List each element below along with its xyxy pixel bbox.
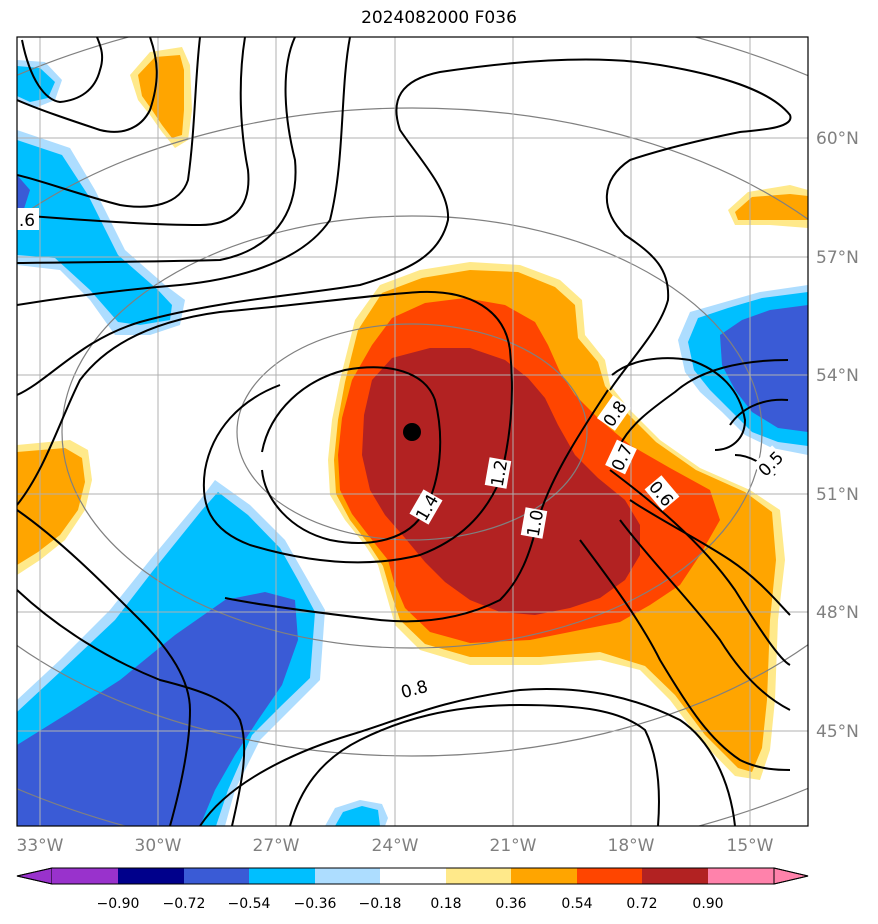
map-frame — [16, 36, 809, 827]
colorbar-swatch — [249, 868, 315, 884]
colorbar-swatch — [446, 868, 511, 884]
contour-label: .6 — [19, 211, 35, 231]
colorbar-tick: 0.36 — [495, 896, 526, 912]
colorbar-swatch — [577, 868, 642, 884]
contour-label: 1.2 — [488, 458, 512, 488]
lat-label: 45°N — [816, 722, 859, 742]
lon-label: 27°W — [253, 836, 300, 856]
colorbar-swatch — [642, 868, 708, 884]
colorbar-tick: −0.18 — [359, 896, 402, 912]
lon-label: 15°W — [727, 836, 774, 856]
lat-label: 48°N — [816, 603, 859, 623]
map-plot-area: 1.4 1.2 1.0 0.8 0.7 0.6 0.5 0.8 .6 — [17, 37, 808, 826]
colorbar-swatch — [184, 868, 249, 884]
colorbar-swatch — [315, 868, 380, 884]
lat-label: 60°N — [816, 129, 859, 149]
colorbar-tick: −0.36 — [294, 896, 337, 912]
colorbar-extend-low — [16, 867, 53, 885]
map-title: 2024082000 F036 — [361, 8, 517, 28]
colorbar-tick: 0.90 — [692, 896, 723, 912]
colorbar-tick: 0.72 — [626, 896, 657, 912]
lon-label: 33°W — [17, 836, 64, 856]
colorbar-swatch — [708, 868, 774, 884]
colorbar-swatch — [118, 868, 184, 884]
longitude-labels: 33°W 30°W 27°W 24°W 21°W 18°W 15°W — [17, 836, 774, 856]
contour-label: 1.0 — [524, 508, 548, 538]
lon-label: 24°W — [372, 836, 419, 856]
lon-label: 30°W — [135, 836, 182, 856]
lon-label: 18°W — [608, 836, 655, 856]
colorbar-extend-high — [773, 867, 809, 885]
lat-label: 54°N — [816, 366, 859, 386]
colorbar: −0.90 −0.72 −0.54 −0.36 −0.18 0.18 0.36 … — [16, 867, 809, 912]
colorbar-tick: −0.72 — [163, 896, 206, 912]
latitude-labels: 60°N 57°N 54°N 51°N 48°N 45°N — [816, 129, 859, 742]
colorbar-tick: −0.90 — [97, 896, 140, 912]
colorbar-tick: 0.54 — [561, 896, 592, 912]
colorbar-tick: −0.54 — [228, 896, 271, 912]
colorbar-swatch — [380, 868, 446, 884]
colorbar-swatch — [52, 868, 118, 884]
colorbar-swatch — [511, 868, 577, 884]
colorbar-tick: 0.18 — [430, 896, 461, 912]
lat-label: 57°N — [816, 248, 859, 268]
range-rings — [17, 37, 808, 826]
lon-label: 21°W — [490, 836, 537, 856]
center-marker — [403, 423, 421, 441]
lat-label: 51°N — [816, 485, 859, 505]
